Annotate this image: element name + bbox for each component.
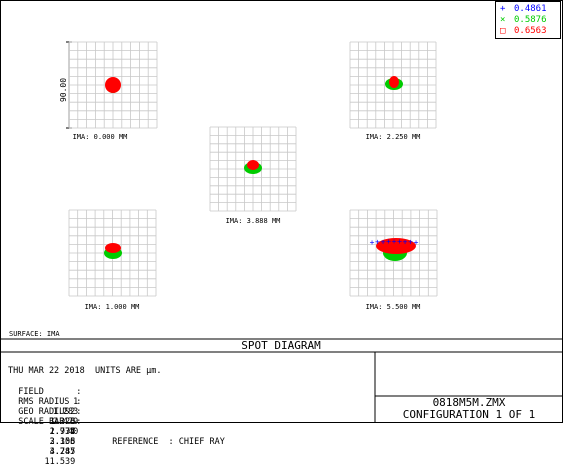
blue-ray-mark: +	[414, 238, 419, 247]
blue-ray-mark: +	[386, 237, 391, 246]
blue-ray-mark: +	[408, 238, 413, 247]
plus-icon: +	[500, 4, 506, 14]
blue-ray-mark: +	[392, 237, 397, 246]
red-spot	[389, 76, 399, 88]
red-spot	[247, 160, 259, 170]
red-spot	[105, 77, 121, 93]
field-label-2: IMA: 2.250 MM	[366, 133, 421, 141]
blue-ray-mark: +	[403, 237, 408, 246]
spot-diagram-canvas: 90.00 + + + + + + + + + IMA: 0.000 MM IMA: 2.250…	[0, 41, 563, 423]
configuration-label: CONFIGURATION 1 OF 1	[402, 408, 536, 421]
surface-label: SURFACE: IMA	[9, 330, 60, 338]
spot-panel-field-5: + + + + + + + + +	[349, 209, 438, 297]
footer-scale-row: SCALE BAR: 40 REFERENCE : CHIEF RAY	[18, 417, 225, 447]
file-name: 0818M5M.ZMX	[432, 396, 506, 409]
legend-entry-1: +0.4861	[500, 4, 547, 14]
red-spot	[376, 238, 416, 254]
field-label-1: IMA: 0.000 MM	[73, 133, 128, 141]
red-spot	[105, 243, 121, 253]
spot-panel-field-4	[68, 209, 157, 297]
spot-panel-field-2	[349, 41, 437, 129]
field-label-5: IMA: 5.500 MM	[366, 303, 421, 311]
blue-ray-mark: +	[375, 238, 380, 247]
blue-ray-mark: +	[370, 238, 375, 247]
spot-panel-field-1	[68, 41, 158, 129]
diagram-frame	[0, 0, 563, 423]
field-label-4: IMA: 1.000 MM	[85, 303, 140, 311]
square-icon: □	[500, 26, 506, 36]
scale-bar-label: 90.00	[59, 78, 68, 102]
legend-entry-2: × 0.5876	[500, 15, 547, 25]
diagram-title: SPOT DIAGRAM	[241, 339, 321, 352]
legend-entry-3: □ 0.6563	[500, 26, 547, 36]
footer-box	[0, 338, 563, 423]
legend: +0.4861 × 0.5876 □ 0.6563	[495, 1, 561, 39]
cross-icon: ×	[500, 15, 506, 25]
field-label-3: IMA: 3.888 MM	[226, 217, 281, 225]
blue-ray-mark: +	[381, 237, 386, 246]
spot-panel-field-3	[209, 126, 297, 212]
blue-ray-mark: +	[397, 237, 402, 246]
footer-date-line: THU MAR 22 2018 UNITS ARE µm.	[8, 366, 162, 376]
